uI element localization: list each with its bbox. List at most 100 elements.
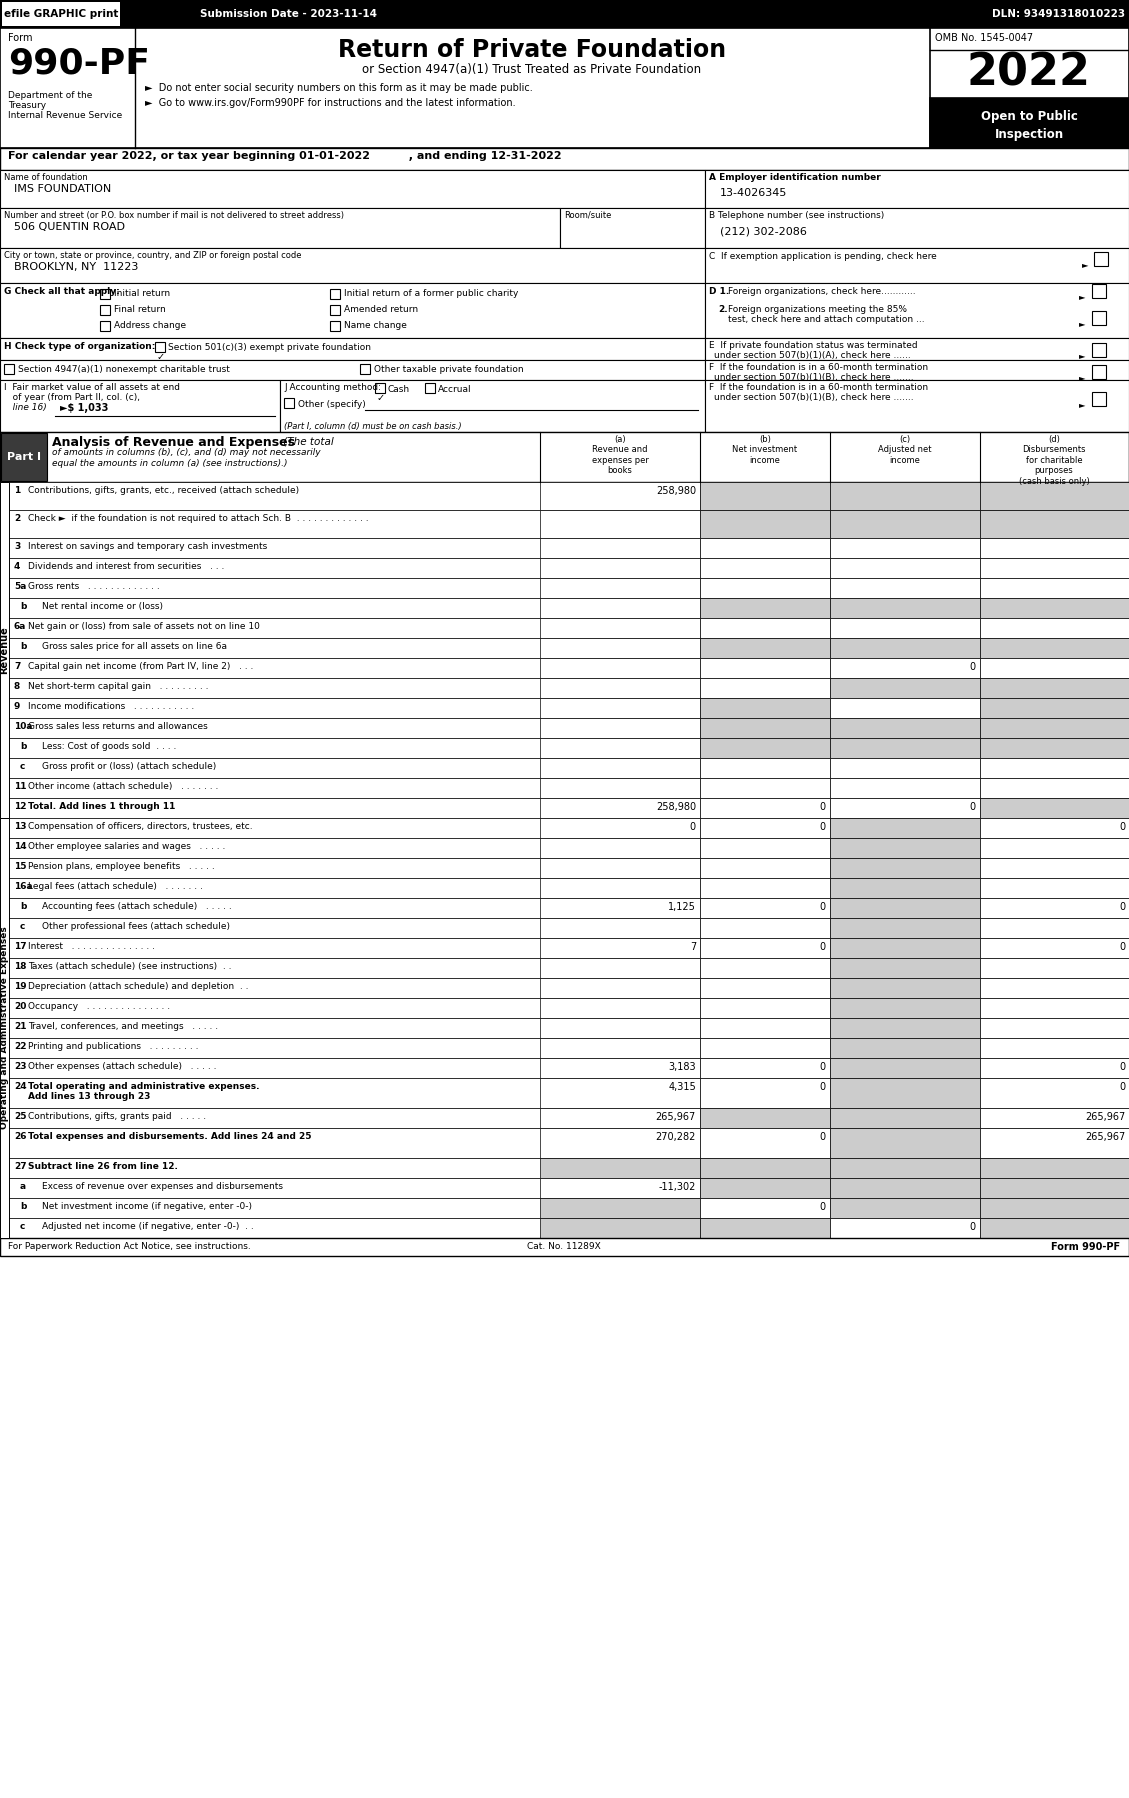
Bar: [830, 538, 980, 557]
Text: Total. Add lines 1 through 11: Total. Add lines 1 through 11: [28, 802, 175, 811]
Bar: [1092, 392, 1106, 406]
Bar: [540, 838, 700, 858]
Text: Treasury: Treasury: [8, 101, 46, 110]
Text: 270,282: 270,282: [656, 1133, 695, 1142]
Bar: [700, 858, 830, 877]
Bar: [540, 1197, 700, 1217]
Bar: [0, 838, 1129, 858]
Bar: [0, 147, 1129, 171]
Bar: [540, 557, 700, 577]
Bar: [540, 698, 700, 717]
Bar: [0, 482, 9, 818]
Text: Net investment income (if negative, enter -0-): Net investment income (if negative, ente…: [42, 1203, 252, 1212]
Bar: [700, 538, 830, 557]
Text: c: c: [20, 1223, 25, 1232]
Bar: [830, 1108, 980, 1127]
Bar: [700, 1217, 830, 1239]
Bar: [980, 511, 1129, 538]
Text: Contributions, gifts, grants, etc., received (attach schedule): Contributions, gifts, grants, etc., rece…: [28, 485, 299, 494]
Bar: [704, 379, 1129, 432]
Bar: [540, 1217, 700, 1239]
Text: Total operating and administrative expenses.: Total operating and administrative expen…: [28, 1082, 260, 1091]
Bar: [830, 838, 980, 858]
Bar: [0, 379, 280, 432]
Text: Other income (attach schedule)   . . . . . . .: Other income (attach schedule) . . . . .…: [28, 782, 218, 791]
Text: Open to Public: Open to Public: [981, 110, 1077, 122]
Bar: [0, 1178, 1129, 1197]
Bar: [980, 877, 1129, 897]
Bar: [0, 538, 1129, 557]
Bar: [1092, 311, 1106, 325]
Text: F  If the foundation is in a 60-month termination: F If the foundation is in a 60-month ter…: [709, 363, 928, 372]
Bar: [830, 998, 980, 1018]
Text: 3: 3: [14, 541, 20, 550]
Bar: [700, 737, 830, 759]
Text: Legal fees (attach schedule)   . . . . . . .: Legal fees (attach schedule) . . . . . .…: [28, 883, 203, 892]
Text: Other employee salaries and wages   . . . . .: Other employee salaries and wages . . . …: [28, 841, 226, 850]
Bar: [0, 638, 1129, 658]
Text: ✓: ✓: [376, 394, 385, 403]
Bar: [540, 619, 700, 638]
Text: Capital gain net income (from Part IV, line 2)   . . .: Capital gain net income (from Part IV, l…: [28, 662, 253, 671]
Bar: [830, 511, 980, 538]
Bar: [830, 779, 980, 798]
Bar: [980, 958, 1129, 978]
Text: Name change: Name change: [344, 322, 406, 331]
Bar: [700, 638, 830, 658]
Bar: [330, 322, 340, 331]
Text: 14: 14: [14, 841, 27, 850]
Bar: [540, 858, 700, 877]
Text: under section 507(b)(1)(B), check here .......: under section 507(b)(1)(B), check here .…: [714, 394, 913, 403]
Text: (c)
Adjusted net
income: (c) Adjusted net income: [878, 435, 931, 466]
Text: J Accounting method:: J Accounting method:: [285, 383, 380, 392]
Bar: [540, 538, 700, 557]
Text: Foreign organizations meeting the 85%: Foreign organizations meeting the 85%: [728, 306, 907, 315]
Bar: [0, 678, 1129, 698]
Bar: [700, 1079, 830, 1108]
Text: 0: 0: [820, 1082, 826, 1091]
Bar: [700, 717, 830, 737]
Text: Compensation of officers, directors, trustees, etc.: Compensation of officers, directors, tru…: [28, 822, 253, 831]
Bar: [0, 737, 1129, 759]
Text: Final return: Final return: [114, 306, 166, 315]
Bar: [830, 1079, 980, 1108]
Bar: [704, 338, 1129, 360]
Text: Subtract line 26 from line 12.: Subtract line 26 from line 12.: [28, 1162, 178, 1170]
Bar: [980, 978, 1129, 998]
Bar: [700, 1197, 830, 1217]
Text: test, check here and attach computation ...: test, check here and attach computation …: [728, 315, 925, 324]
Text: 16a: 16a: [14, 883, 33, 892]
Text: Gross rents   . . . . . . . . . . . . .: Gross rents . . . . . . . . . . . . .: [28, 583, 159, 592]
Text: Excess of revenue over expenses and disbursements: Excess of revenue over expenses and disb…: [42, 1181, 283, 1190]
Bar: [540, 1127, 700, 1158]
Bar: [540, 1037, 700, 1057]
Bar: [700, 978, 830, 998]
Bar: [980, 838, 1129, 858]
Bar: [330, 289, 340, 298]
Bar: [700, 1037, 830, 1057]
Text: Interest   . . . . . . . . . . . . . . .: Interest . . . . . . . . . . . . . . .: [28, 942, 155, 951]
Bar: [700, 557, 830, 577]
Text: Other expenses (attach schedule)   . . . . .: Other expenses (attach schedule) . . . .…: [28, 1063, 217, 1072]
Bar: [704, 282, 1129, 338]
Bar: [0, 171, 704, 209]
Text: For calendar year 2022, or tax year beginning 01-01-2022          , and ending 1: For calendar year 2022, or tax year begi…: [8, 151, 561, 162]
Text: Part I: Part I: [7, 451, 41, 462]
Text: Printing and publications   . . . . . . . . .: Printing and publications . . . . . . . …: [28, 1043, 199, 1052]
Bar: [830, 737, 980, 759]
Text: Accounting fees (attach schedule)   . . . . .: Accounting fees (attach schedule) . . . …: [42, 903, 231, 912]
Bar: [540, 482, 700, 511]
Bar: [540, 599, 700, 619]
Bar: [700, 818, 830, 838]
Text: 0: 0: [1119, 942, 1124, 951]
Bar: [980, 1197, 1129, 1217]
Bar: [830, 638, 980, 658]
Text: Return of Private Foundation: Return of Private Foundation: [338, 38, 726, 61]
Bar: [830, 482, 980, 511]
Bar: [0, 1057, 1129, 1079]
Bar: [980, 1108, 1129, 1127]
Text: b: b: [20, 903, 26, 912]
Bar: [0, 958, 1129, 978]
Text: Address change: Address change: [114, 322, 186, 331]
Bar: [704, 209, 1129, 248]
